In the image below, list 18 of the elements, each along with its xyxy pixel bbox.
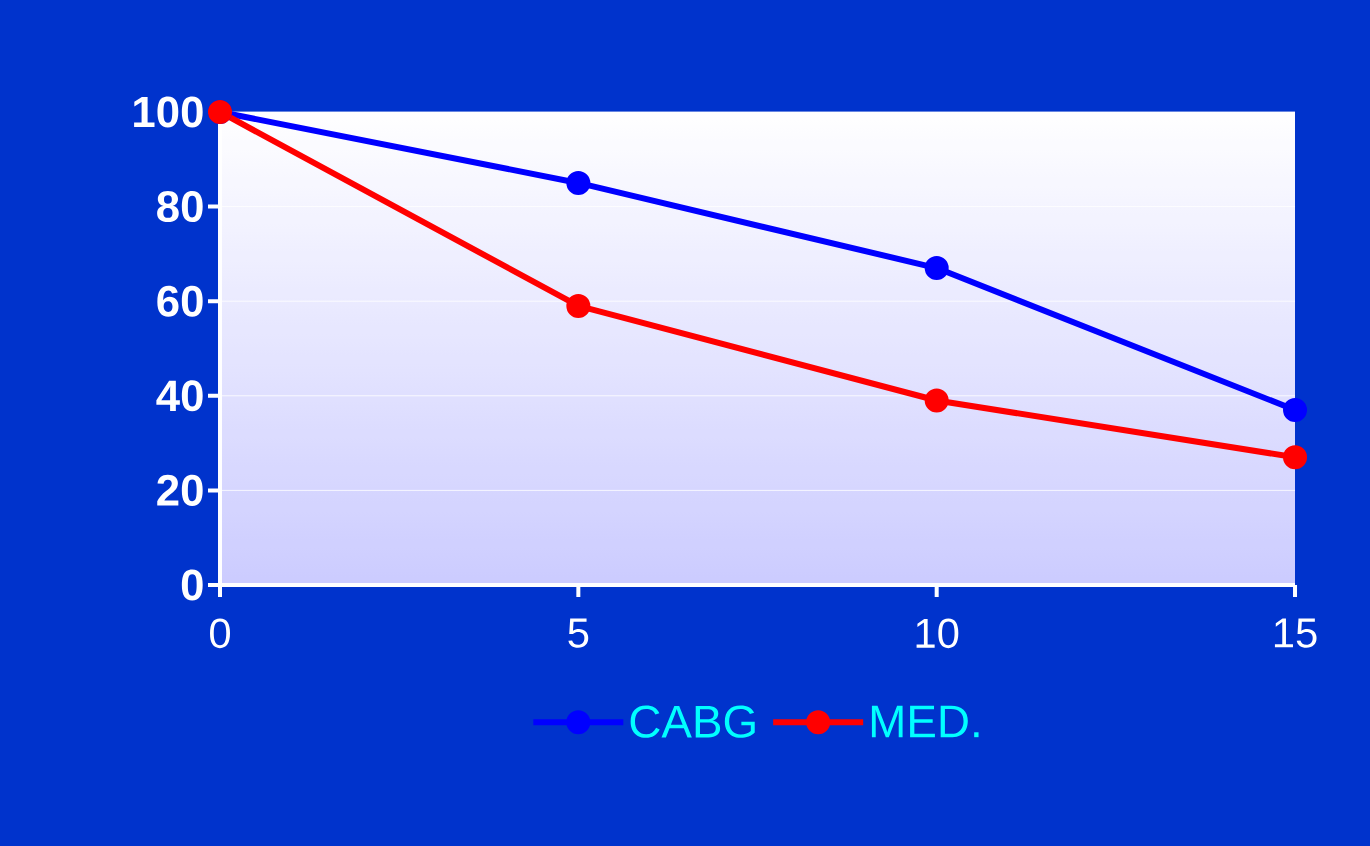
point: [566, 170, 591, 195]
point: [566, 293, 591, 318]
legend-label: CABG: [630, 705, 755, 738]
y-tick-label: 40: [156, 380, 203, 412]
x-tick-label: 10: [916, 618, 959, 649]
point: [924, 388, 949, 413]
legend-label: MED.: [871, 705, 979, 738]
y-tick-label: 60: [157, 285, 203, 317]
point: [1283, 397, 1308, 422]
x-tick-label: 15: [1274, 618, 1317, 648]
y-tick-label: 80: [157, 191, 203, 223]
y-tick-label: 20: [157, 474, 203, 506]
x-tick-label: 5: [568, 618, 589, 648]
point: [924, 256, 949, 281]
y-tick-label: 0: [181, 569, 203, 601]
y-tick-label: 100: [134, 96, 203, 128]
x-tick-label: 0: [210, 618, 231, 649]
point: [1283, 445, 1308, 470]
